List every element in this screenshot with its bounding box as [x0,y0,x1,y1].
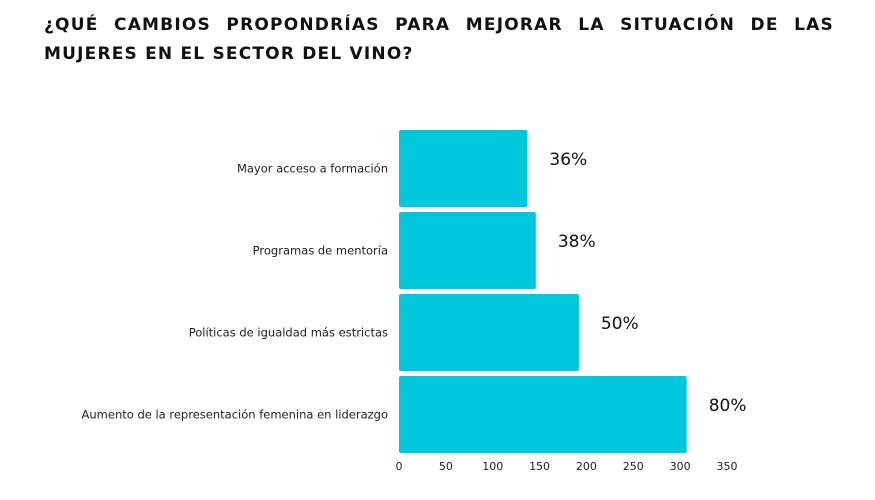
value-labels: 36% 38% 50% 80% [549,150,746,416]
category-label-politicas-de-igualdad-mas-estrictas: Políticas de igualdad más estrictas [189,326,388,340]
x-tick-label-250: 250 [623,460,644,473]
x-tick-label-350: 350 [717,460,738,473]
category-labels: Mayor acceso a formación Programas de men… [82,162,388,422]
chart-title: ¿QUÉ CAMBIOS PROPONDRÍAS PARA MEJORAR LA… [44,15,834,64]
x-tick-label-50: 50 [439,460,453,473]
data-label-aumento-de-la-representacion-femenina-en-liderazgo: 80% [709,396,747,416]
x-tick-label-300: 300 [670,460,691,473]
bar-programas-de-mentoria [399,212,536,289]
data-label-programas-de-mentoria: 38% [558,232,596,252]
category-label-mayor-acceso-a-formacion: Mayor acceso a formación [237,162,388,176]
x-tick-label-150: 150 [529,460,550,473]
x-tick-label-0: 0 [396,460,403,473]
x-tick-label-100: 100 [482,460,503,473]
category-label-aumento-de-la-representacion-femenina-en-liderazgo: Aumento de la representación femenina en… [82,408,388,422]
x-tick-label-200: 200 [576,460,597,473]
bar-group [399,130,687,453]
bar-politicas-de-igualdad-mas-estrictas [399,294,579,371]
bar-mayor-acceso-a-formacion [399,130,528,207]
x-axis-ticks: 0 50 100 150 200 250 300 350 [396,460,738,473]
bar-aumento-de-la-representacion-femenina-en-liderazgo [399,376,687,453]
category-label-programas-de-mentoria: Programas de mentoría [253,244,388,258]
data-label-politicas-de-igualdad-mas-estrictas: 50% [601,314,639,334]
data-label-mayor-acceso-a-formacion: 36% [549,150,587,170]
